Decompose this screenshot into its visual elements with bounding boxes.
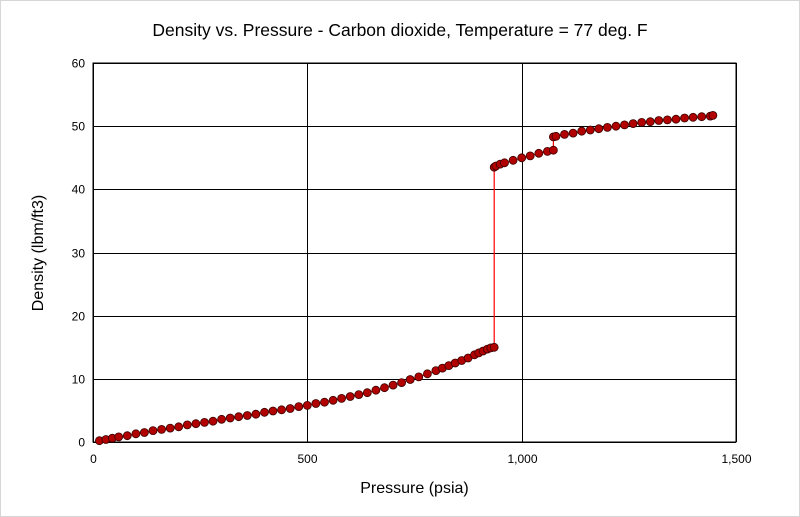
data-point [174,422,184,432]
data-point [422,369,432,379]
data-point [362,388,372,398]
data-point [405,375,415,384]
y-tick-label: 0 [78,436,85,450]
data-point [285,404,295,413]
data-point [242,411,252,420]
data-point [200,417,209,427]
y-tick-label: 10 [72,373,86,387]
data-point [611,121,621,131]
data-point [277,405,287,415]
data-point [500,158,509,168]
data-point [620,120,629,130]
data-point [388,380,398,390]
data-point [414,372,424,382]
data-point [139,428,149,437]
data-point [577,126,587,136]
data-point [628,119,638,128]
data-point [585,125,595,135]
y-tick-label: 60 [72,57,86,71]
x-tick-label: 0 [90,452,97,466]
data-point [508,155,518,165]
data-point [637,118,647,127]
data-point [697,112,707,122]
x-tick-label: 500 [297,452,317,466]
data-point [663,115,672,125]
data-point [260,407,269,417]
data-point [251,409,261,419]
data-point [131,429,141,439]
data-point [208,416,218,426]
data-point [594,124,604,134]
data-point [337,393,347,403]
data-point [680,113,689,123]
data-point [354,390,364,400]
data-point [517,153,527,163]
data-point [654,116,664,125]
data-point [534,148,544,158]
data-point [371,385,381,395]
data-point [708,111,718,120]
data-point [380,383,389,393]
data-point [294,402,304,412]
data-point [157,424,167,434]
data-point [603,123,612,132]
data-point [165,423,175,433]
y-tick-label: 50 [72,120,86,134]
data-point [234,412,244,422]
data-point [225,413,235,423]
data-point [551,131,561,141]
series-line [99,114,714,442]
data-point [311,399,321,408]
x-tick-label: 1,500 [721,452,751,466]
y-tick-label: 40 [72,183,86,197]
data-point [148,426,158,436]
data-point [182,420,192,430]
data-point [345,392,355,401]
data-point [268,406,278,416]
data-point [671,114,681,124]
data-point [191,419,201,429]
data-point [217,414,227,424]
x-axis-label: Pressure (psia) [360,480,469,497]
data-point [560,129,569,139]
y-tick-label: 30 [72,247,86,261]
data-point [525,151,535,161]
chart-title: Density vs. Pressure - Carbon dioxide, T… [152,20,648,40]
data-point [302,400,312,410]
data-point [489,342,499,352]
data-point [328,395,338,405]
data-point [688,112,698,122]
y-tick-label: 20 [72,310,86,324]
data-point [114,432,124,442]
x-tick-label: 1,000 [507,452,537,466]
data-point [549,145,558,155]
data-point [568,128,578,138]
data-point [397,378,407,388]
data-point [320,397,329,407]
data-point [645,117,655,127]
data-point [122,431,132,441]
